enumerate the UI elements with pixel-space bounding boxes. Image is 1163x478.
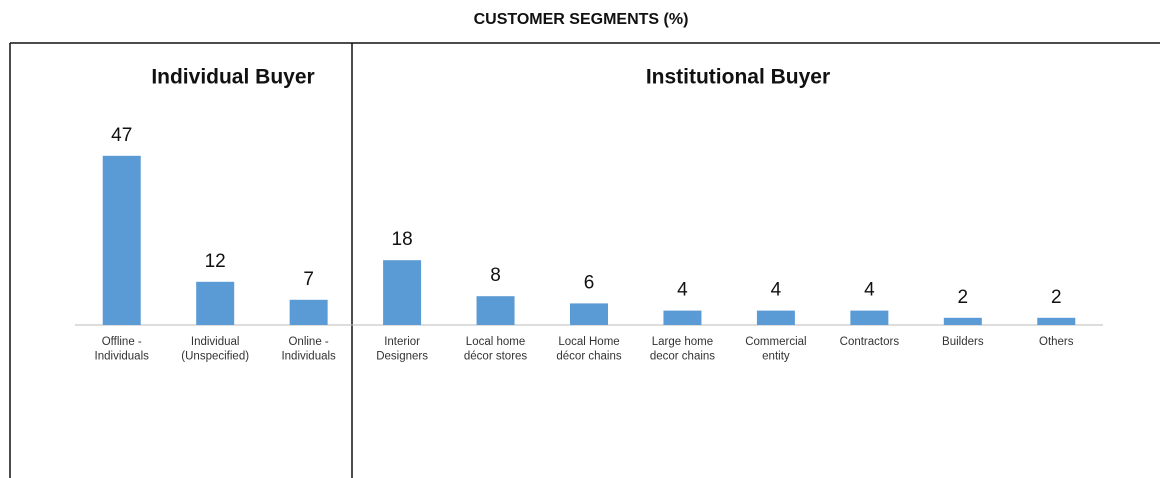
x-tick-label: Offline -Individuals <box>95 336 150 362</box>
x-tick-label: Builders <box>942 336 984 348</box>
bar <box>102 155 141 325</box>
x-tick-label: Online -Individuals <box>281 336 336 362</box>
data-label: 8 <box>490 265 501 286</box>
bar <box>663 310 702 325</box>
x-tick-label: Local Home décor chains <box>556 336 621 362</box>
x-tick-label: Others <box>1039 336 1074 348</box>
bar <box>196 281 235 325</box>
data-label: 6 <box>584 272 595 293</box>
x-tick-label: Individual (Unspecified) <box>181 336 249 362</box>
data-label: 18 <box>392 229 413 250</box>
data-label: 2 <box>958 287 969 308</box>
bar <box>943 317 982 325</box>
data-label: 4 <box>864 280 875 301</box>
bar <box>570 303 608 325</box>
data-label: 7 <box>303 269 314 290</box>
data-label: 12 <box>205 251 226 272</box>
x-tick-label: Local home décor stores <box>464 336 528 362</box>
group-label: Institutional Buyer <box>646 66 830 89</box>
group-label: Individual Buyer <box>151 66 314 89</box>
x-tick-label: Interior Designers <box>376 336 428 362</box>
data-label: 2 <box>1051 287 1062 308</box>
bar <box>756 310 795 325</box>
bar <box>383 260 422 325</box>
bar <box>476 296 515 325</box>
data-label: 4 <box>771 280 782 301</box>
chart-title: CUSTOMER SEGMENTS (%) <box>474 11 689 28</box>
x-tick-label: Large home decor chains <box>650 336 715 362</box>
data-label: 4 <box>677 280 688 301</box>
bar <box>1037 317 1076 325</box>
x-tick-label: Contractors <box>840 336 900 348</box>
bar <box>850 310 889 325</box>
data-label: 47 <box>111 125 132 146</box>
bar <box>289 299 328 325</box>
x-tick-label: Commercial entity <box>745 336 806 362</box>
